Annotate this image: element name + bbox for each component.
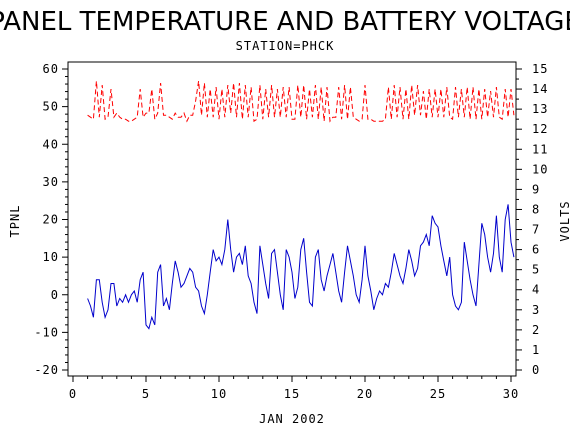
y-left-tick-label: 40 — [43, 137, 59, 151]
y-right-tick-label: 14 — [532, 82, 548, 96]
x-axis-label: JAN 2002 — [259, 412, 325, 426]
chart-title: PANEL TEMPERATURE AND BATTERY VOLTAGE — [0, 7, 570, 37]
y-right-tick-label: 8 — [532, 202, 540, 216]
y-left-tick-label: -10 — [34, 325, 59, 339]
y-axis-label-left: TPNL — [8, 205, 22, 238]
y-right-tick-label: 2 — [532, 323, 540, 337]
y-right-tick-label: 6 — [532, 243, 540, 257]
y-left-tick-label: 0 — [51, 288, 59, 302]
plot-area: 0 5 10 15 20 25 30-20-100102030405060012345678… — [34, 61, 548, 401]
y-right-tick-label: 0 — [532, 363, 540, 377]
y-right-tick-label: 1 — [532, 343, 540, 357]
y-right-tick-label: 4 — [532, 283, 540, 297]
y-right-tick-label: 10 — [532, 162, 548, 176]
y-right-tick-label: 7 — [532, 223, 540, 237]
y-right-tick-label: 12 — [532, 122, 548, 136]
y-left-tick-label: 50 — [43, 100, 59, 114]
x-tick-label: 10 — [211, 387, 227, 401]
x-tick-label: 30 — [503, 387, 519, 401]
x-tick-label: 20 — [357, 387, 373, 401]
x-tick-label: 25 — [430, 387, 446, 401]
chart-subtitle: STATION=PHCK — [236, 39, 335, 53]
battery-voltage-line — [87, 80, 515, 123]
y-left-tick-label: 60 — [43, 62, 59, 76]
y-left-tick-label: 10 — [43, 250, 59, 264]
y-right-tick-label: 5 — [532, 263, 540, 277]
y-right-tick-label: 3 — [532, 303, 540, 317]
y-left-tick-label: 20 — [43, 213, 59, 227]
x-tick-label: 0 — [69, 387, 77, 401]
x-tick-label: 5 — [142, 387, 150, 401]
y-left-tick-label: 30 — [43, 175, 59, 189]
y-right-tick-label: 11 — [532, 142, 548, 156]
y-axis-label-right: VOLTS — [558, 200, 570, 241]
x-tick-label: 15 — [284, 387, 300, 401]
plot-frame — [67, 61, 517, 377]
y-right-tick-label: 13 — [532, 102, 548, 116]
y-left-tick-label: -20 — [34, 363, 59, 377]
panel-temperature-line — [87, 204, 515, 330]
y-right-tick-label: 15 — [532, 62, 548, 76]
y-right-tick-label: 9 — [532, 182, 540, 196]
